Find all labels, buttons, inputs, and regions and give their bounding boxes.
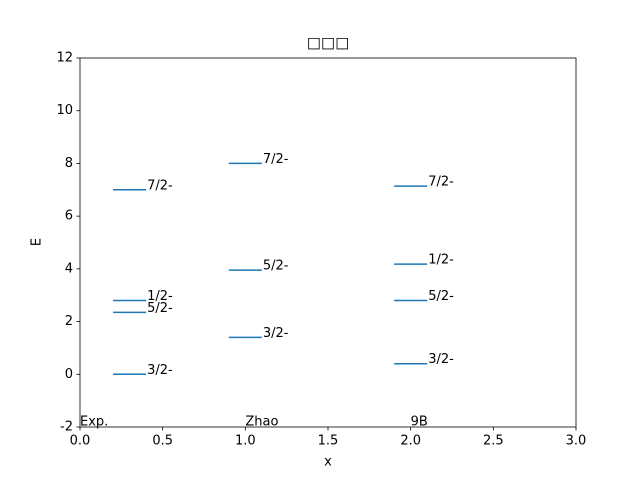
y-tick-label: 4 — [65, 261, 73, 276]
level-label: 5/2- — [263, 259, 289, 274]
x-tick-label: 3.0 — [566, 434, 587, 449]
chart-title: □□□ — [307, 34, 350, 52]
y-axis-label: E — [30, 238, 45, 246]
level-label: 7/2- — [263, 152, 289, 167]
y-tick-label: 6 — [65, 209, 73, 224]
level-label: 3/2- — [147, 363, 173, 378]
level-label: 7/2- — [147, 178, 173, 193]
x-tick-label: 1.5 — [318, 434, 339, 449]
x-tick-label: 2.5 — [483, 434, 504, 449]
y-tick-label: 12 — [56, 51, 73, 66]
group-label: Zhao — [245, 415, 278, 430]
x-axis-label: x — [324, 455, 332, 470]
x-tick-label: 0.5 — [152, 434, 173, 449]
y-tick-label: 0 — [65, 367, 73, 382]
x-tick-label: 1.0 — [235, 434, 256, 449]
x-tick-label: 0.0 — [70, 434, 91, 449]
level-label: 7/2- — [428, 175, 454, 190]
level-label: 1/2- — [147, 289, 173, 304]
level-label: 3/2- — [428, 352, 454, 367]
level-label: 5/2- — [147, 301, 173, 316]
y-tick-label: 10 — [56, 103, 73, 118]
level-label: 3/2- — [263, 326, 289, 341]
group-label: Exp. — [80, 415, 108, 430]
x-tick-label: 2.0 — [400, 434, 421, 449]
group-label: 9B — [411, 415, 428, 430]
y-tick-label: 2 — [65, 314, 73, 329]
y-tick-label: 8 — [65, 156, 73, 171]
y-tick-label: -2 — [60, 420, 73, 435]
level-label: 5/2- — [428, 289, 454, 304]
level-label: 1/2- — [428, 253, 454, 268]
